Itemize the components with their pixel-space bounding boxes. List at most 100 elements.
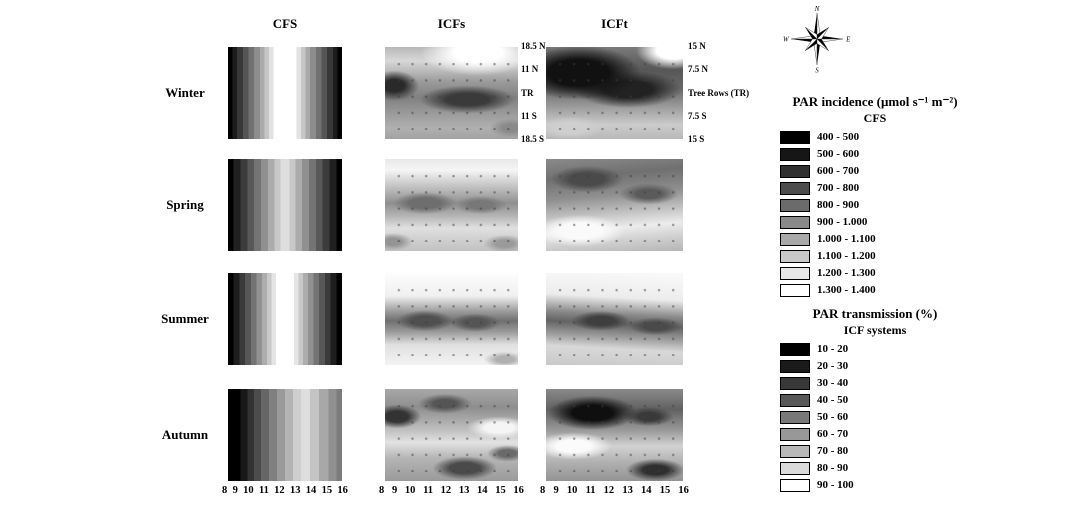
legend-swatch [780, 267, 810, 280]
legend-par-transmission: PAR transmission (%) ICF systems 10 - 20… [745, 306, 1005, 496]
legend-entry: 20 - 30 [780, 360, 1005, 373]
hour-tick-label: 10 [566, 485, 578, 496]
legend-entry-label: 900 - 1.000 [817, 216, 868, 228]
legend-entry-label: 90 - 100 [817, 479, 854, 491]
icft-axis-tick-label: Tree Rows (TR) [688, 87, 750, 98]
hour-tick-label: 16 [337, 485, 348, 496]
hour-tick-label: 10 [404, 485, 416, 496]
heatmap-cfs-autumn [228, 389, 342, 481]
icfs-axis-tick-label: 11 S [521, 110, 537, 121]
hour-tick-label: 11 [258, 485, 269, 496]
legend-incidence-title: PAR incidence (μmol s⁻¹ m⁻²) [792, 94, 958, 109]
legend-entry: 1.100 - 1.200 [780, 250, 1005, 263]
legend-swatch [780, 148, 810, 161]
hour-tick-label: 16 [678, 485, 689, 496]
hour-tick-label: 12 [603, 485, 615, 496]
legend-entry: 30 - 40 [780, 377, 1005, 390]
column-header-icfs: ICFs [437, 16, 466, 31]
compass-rose: N E S W [783, 6, 851, 74]
row-label-winter: Winter [165, 85, 205, 100]
heatmap-icfs-summer [385, 273, 518, 365]
heatmap-cfs-summer [228, 273, 342, 365]
icfs-axis-tick-label: TR [521, 87, 534, 98]
row-label-spring: Spring [166, 197, 204, 212]
hour-tick-label: 15 [321, 485, 333, 496]
hour-tick-label: 9 [391, 485, 398, 496]
heatmap-cfs-winter [228, 47, 342, 139]
heatmap-icft-winter [546, 47, 683, 139]
icfs-distance-axis: 18.5 N 11 N TR 11 S 18.5 S [521, 42, 555, 144]
legend-entry-label: 70 - 80 [817, 445, 849, 457]
legend-entry-label: 700 - 800 [817, 182, 860, 194]
compass-east-label: E [845, 36, 851, 43]
hour-tick-label: 11 [585, 485, 596, 496]
legend-entry-label: 30 - 40 [817, 377, 849, 389]
legend-entry: 800 - 900 [780, 199, 1005, 212]
legend-swatch [780, 216, 810, 229]
sample-grid-dots [392, 282, 511, 356]
legend-entry-label: 1.300 - 1.400 [817, 284, 876, 296]
legend-entry-label: 600 - 700 [817, 165, 860, 177]
legend-entry: 1.000 - 1.100 [780, 233, 1005, 246]
legend-entry-label: 500 - 600 [817, 148, 860, 160]
legend-entry: 600 - 700 [780, 165, 1005, 178]
cfs-hour-axis: 8 9 10 11 12 13 14 15 16 [222, 485, 348, 496]
hour-tick-label: 10 [243, 485, 254, 496]
legend-entry-label: 60 - 70 [817, 428, 849, 440]
heatmap-cfs-spring [228, 159, 342, 251]
legend-swatch [780, 131, 810, 144]
legend-entry-label: 400 - 500 [817, 131, 860, 143]
legend-swatch [780, 360, 810, 373]
legend-swatch [780, 250, 810, 263]
hour-tick-label: 14 [641, 485, 652, 496]
legend-incidence-entries: 400 - 500 500 - 600 600 - 700 700 - 800 800 … [745, 131, 1005, 297]
legend-entry: 400 - 500 [780, 131, 1005, 144]
heatmap-icft-summer [546, 273, 683, 365]
legend-entry: 700 - 800 [780, 182, 1005, 195]
compass-star-icon [790, 12, 844, 66]
legend-entry: 80 - 90 [780, 462, 1005, 475]
legend-entry-label: 50 - 60 [817, 411, 849, 423]
hour-tick-label: 13 [622, 485, 633, 496]
legend-entry: 900 - 1.000 [780, 216, 1005, 229]
hour-tick-label: 11 [423, 485, 433, 496]
hour-tick-label: 9 [232, 485, 238, 496]
legend-swatch [780, 479, 810, 492]
legend-swatch [780, 284, 810, 297]
sample-grid-dots [553, 282, 676, 356]
legend-swatch [780, 411, 810, 424]
sample-grid-dots [392, 56, 511, 130]
heatmap-icfs-autumn [385, 389, 518, 481]
icfs-axis-tick-label: 11 N [521, 64, 539, 75]
legend-transmission-subtitle: ICF systems [843, 323, 907, 337]
legend-entry-label: 80 - 90 [817, 462, 849, 474]
legend-entry-label: 1.000 - 1.100 [817, 233, 876, 245]
hour-tick-label: 8 [222, 485, 228, 496]
icfs-hour-axis: 8 9 10 11 12 13 14 15 16 [379, 485, 524, 496]
legend-entry: 50 - 60 [780, 411, 1005, 424]
legend-incidence-subtitle: CFS [863, 111, 887, 125]
hour-tick-label: 12 [440, 485, 452, 496]
legend-par-incidence: PAR incidence (μmol s⁻¹ m⁻²) CFS 400 - 5… [745, 94, 1005, 301]
icft-axis-tick-label: 15 S [688, 134, 705, 144]
legend-entry-label: 1.200 - 1.300 [817, 267, 876, 279]
legend-entry-label: 800 - 900 [817, 199, 860, 211]
compass-north-label: N [814, 6, 820, 13]
row-label-summer: Summer [161, 311, 209, 326]
legend-transmission-title: PAR transmission (%) [812, 306, 938, 321]
hour-tick-label: 15 [659, 485, 671, 496]
icft-hour-axis: 8 9 10 11 12 13 14 15 16 [540, 485, 689, 496]
heatmap-icft-spring [546, 159, 683, 251]
hour-tick-label: 15 [495, 485, 506, 496]
legend-entry: 1.200 - 1.300 [780, 267, 1005, 280]
legend-entry: 70 - 80 [780, 445, 1005, 458]
legend-swatch [780, 165, 810, 178]
sample-grid-dots [392, 168, 511, 242]
sample-grid-dots [553, 398, 676, 472]
row-label-autumn: Autumn [161, 427, 209, 442]
legend-swatch [780, 394, 810, 407]
hour-tick-label: 13 [289, 485, 301, 496]
legend-swatch [780, 445, 810, 458]
hour-tick-label: 16 [513, 485, 524, 496]
hour-tick-label: 9 [553, 485, 559, 496]
